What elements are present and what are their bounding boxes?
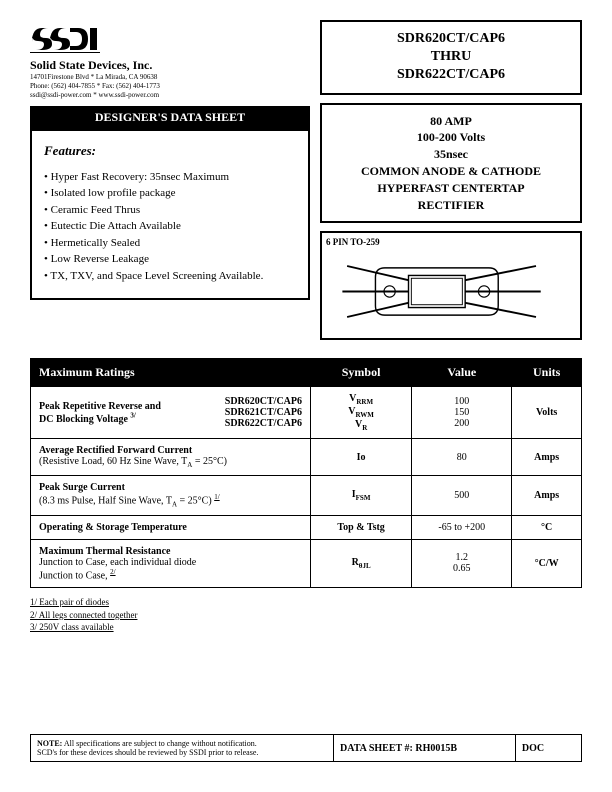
th-symbol: Symbol — [311, 359, 412, 387]
table-row: Average Rectified Forward Current (Resis… — [31, 439, 582, 476]
table-row: Operating & Storage Temperature Top & Ts… — [31, 515, 582, 539]
features-list: Hyper Fast Recovery: 35nsec Maximum Isol… — [44, 169, 296, 285]
table-row: Peak Surge Current (8.3 ms Pulse, Half S… — [31, 476, 582, 515]
th-maximum-ratings: Maximum Ratings — [31, 359, 311, 387]
description-box: 80 AMP 100-200 Volts 35nsec COMMON ANODE… — [320, 103, 582, 224]
features-box: Features: Hyper Fast Recovery: 35nsec Ma… — [30, 129, 310, 300]
footnotes: 1/ Each pair of diodes 2/ All legs conne… — [30, 596, 582, 634]
ssdi-logo — [30, 20, 100, 56]
doc-label: DOC — [515, 735, 581, 762]
feature-item: Ceramic Feed Thrus — [44, 202, 296, 219]
part-number-box: SDR620CT/CAP6 THRU SDR622CT/CAP6 — [320, 20, 582, 95]
th-value: Value — [412, 359, 512, 387]
feature-item: Hyper Fast Recovery: 35nsec Maximum — [44, 169, 296, 186]
package-box: 6 PIN TO-259 — [320, 231, 582, 340]
features-heading: Features: — [44, 141, 296, 161]
company-name: Solid State Devices, Inc. — [30, 58, 310, 73]
th-units: Units — [512, 359, 582, 387]
company-header — [30, 20, 310, 56]
maximum-ratings-table: Maximum Ratings Symbol Value Units Peak … — [30, 358, 582, 588]
footer-note-table: NOTE: All specifications are subject to … — [30, 734, 582, 762]
company-address: 14701Firestone Blvd * La Mirada, CA 9063… — [30, 73, 310, 100]
feature-item: Low Reverse Leakage — [44, 251, 296, 268]
package-label: 6 PIN TO-259 — [326, 237, 576, 247]
package-diagram — [326, 249, 576, 334]
feature-item: Eutectic Die Attach Available — [44, 218, 296, 235]
feature-item: Hermetically Sealed — [44, 235, 296, 252]
feature-item: TX, TXV, and Space Level Screening Avail… — [44, 268, 296, 285]
designers-data-sheet-banner: DESIGNER'S DATA SHEET — [30, 106, 310, 129]
table-row: Peak Repetitive Reverse and DC Blocking … — [31, 387, 582, 439]
feature-item: Isolated low profile package — [44, 185, 296, 202]
table-row: Maximum Thermal Resistance Junction to C… — [31, 539, 582, 587]
datasheet-number: DATA SHEET #: RH0015B — [334, 735, 516, 762]
